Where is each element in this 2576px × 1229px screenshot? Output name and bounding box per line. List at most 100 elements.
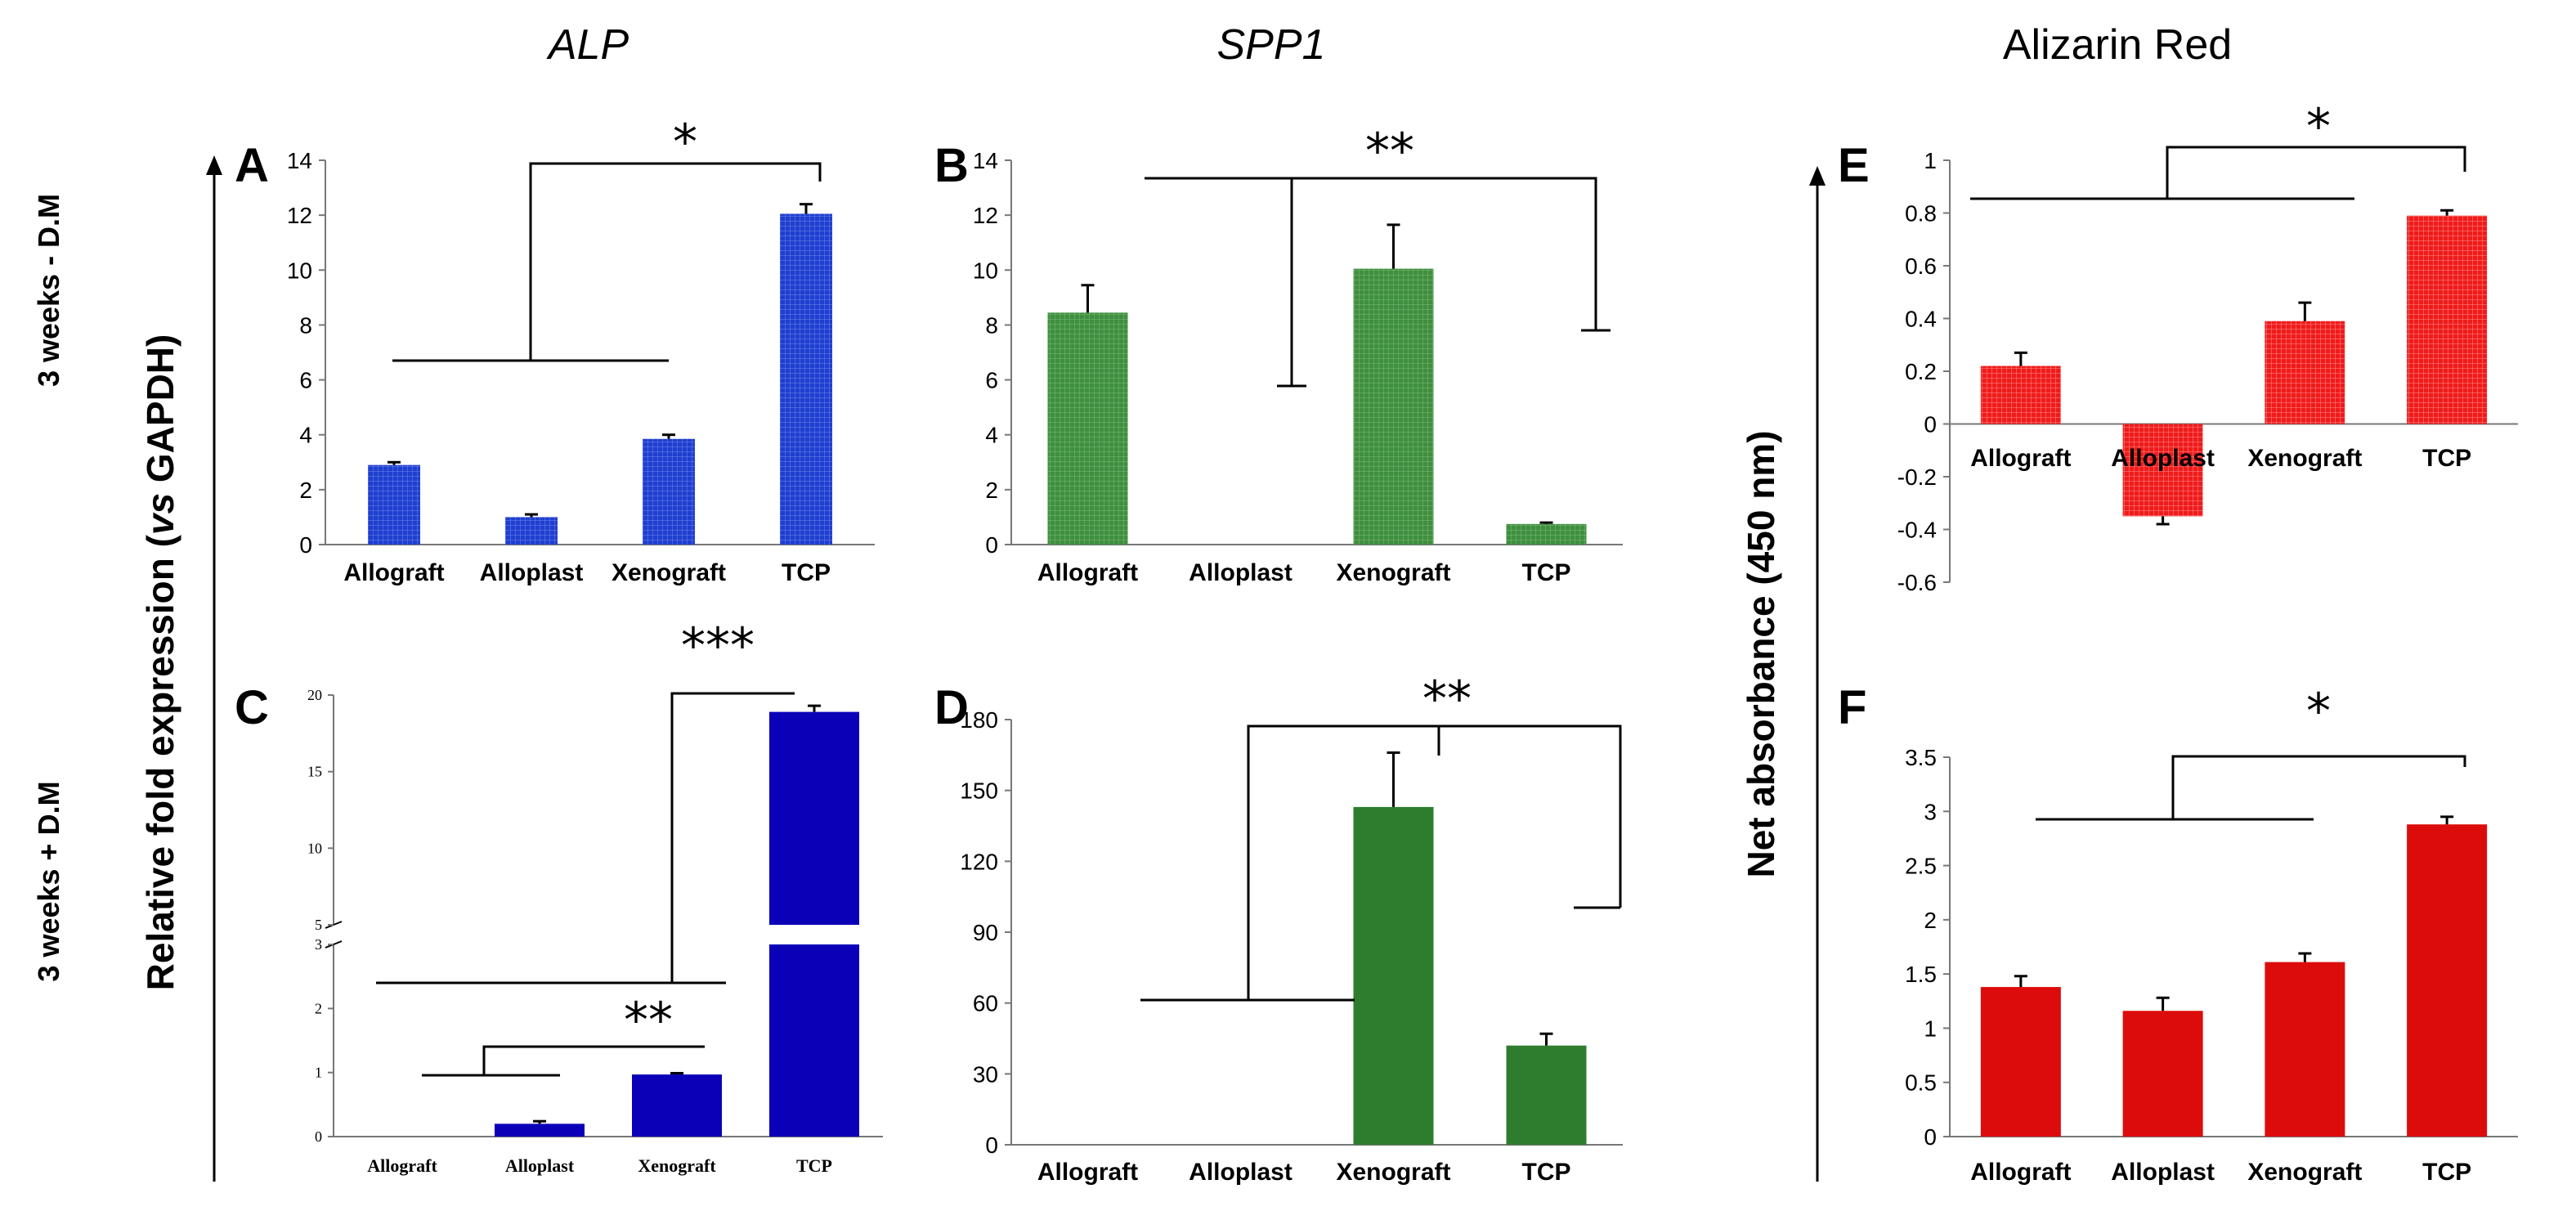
category-label-alloplast: Alloplast <box>480 559 584 586</box>
category-label-xenograft: Xenograft <box>2247 445 2362 472</box>
significance-label: * <box>2306 683 2331 740</box>
category-label-alloplast: Alloplast <box>505 1155 575 1176</box>
panel-letter-e: E <box>1838 139 1870 192</box>
significance-label: * <box>673 114 697 171</box>
row-label-plus-dm: 3 weeks + D.M <box>32 781 65 981</box>
category-label-alloplast: Alloplast <box>1189 1159 1292 1186</box>
y-tick-label: 4 <box>985 423 998 448</box>
significance-label: *** <box>681 617 755 675</box>
category-label-alloplast: Alloplast <box>1189 559 1292 586</box>
y-tick-label: 15 <box>307 764 322 780</box>
category-label-alloplast: Alloplast <box>2111 445 2215 472</box>
panel-letter-d: D <box>934 681 969 734</box>
significance-bracket <box>1140 724 1622 1002</box>
category-label-xenograft: Xenograft <box>2247 1159 2362 1186</box>
panel-letter-a: A <box>235 139 269 192</box>
bar-xenograft <box>1353 268 1434 545</box>
bar-alloplast <box>505 517 558 545</box>
y-tick-label: 0 <box>985 1133 998 1158</box>
y-tick-label: 2 <box>299 478 312 503</box>
y-tick-label: 150 <box>960 778 998 804</box>
y-tick-label: 8 <box>299 312 312 338</box>
y-tick-label: 6 <box>985 368 998 393</box>
significance-label: ** <box>1422 671 1472 728</box>
bar-allograft <box>1047 312 1128 545</box>
y-tick-label: 6 <box>299 368 312 393</box>
category-label-xenograft: Xenograft <box>1336 559 1450 586</box>
significance-bracket-xenograft <box>422 1045 705 1077</box>
fold-expression-vs: vs <box>139 493 181 535</box>
y-tick-label: 14 <box>973 148 998 173</box>
y-tick-label: 3 <box>1924 799 1937 824</box>
category-label-xenograft: Xenograft <box>638 1155 716 1176</box>
y-tick-label: 2 <box>315 1000 322 1016</box>
bar-xenograft <box>643 438 695 545</box>
y-tick-label: 0.2 <box>1905 359 1937 384</box>
title-spp1: SPP1 <box>1217 21 1326 69</box>
significance-bracket <box>1970 146 2466 200</box>
panel-a-chart: 0 2 4 6 8 10 12 14 Allograft Alloplast Xenograft TC… <box>287 114 875 586</box>
panel-letter-f: F <box>1838 681 1866 734</box>
bar-allograft <box>1980 366 2061 424</box>
y-tick-label: -0.2 <box>1897 464 1937 490</box>
panel-d-chart: 0 30 60 90 120 150 180 Allograft Alloplast Xenogr… <box>960 671 1623 1186</box>
significance-label: * <box>2306 98 2331 155</box>
y-tick-label: 0.8 <box>1905 201 1937 227</box>
category-label-tcp: TCP <box>1522 1159 1571 1186</box>
y-tick-label: 0 <box>985 532 998 558</box>
significance-bracket <box>2036 755 2466 821</box>
bar-tcp <box>2407 824 2488 1137</box>
y-tick-label: 3.5 <box>1905 745 1937 770</box>
y-tick-label: 10 <box>287 258 312 283</box>
category-label-allograft: Allograft <box>1970 445 2071 472</box>
bar-xenograft <box>2265 962 2345 1137</box>
category-label-allograft: Allograft <box>1037 1159 1138 1186</box>
y-tick-label: 2.5 <box>1905 854 1937 879</box>
y-tick-label: 10 <box>307 840 322 856</box>
y-tick-label: 12 <box>973 203 998 228</box>
title-alp: ALP <box>546 21 629 69</box>
y-tick-label: 0 <box>315 1128 322 1145</box>
category-label-xenograft: Xenograft <box>612 559 726 586</box>
category-label-allograft: Allograft <box>1037 559 1138 586</box>
y-tick-label: 3 <box>315 936 322 953</box>
panel-b-chart: 0 2 4 6 8 10 12 14 Allograft Alloplast Xenograft TC… <box>973 123 1623 586</box>
bar-tcp-upper <box>769 711 859 925</box>
significance-bracket <box>1145 177 1611 388</box>
bar-tcp-lower <box>769 944 859 1137</box>
y-tick-label: 120 <box>960 849 998 874</box>
y-tick-label: 4 <box>299 423 312 448</box>
panel-e-chart: -0.6 -0.4 -0.2 0 0.2 0.4 0.6 0.8 1 Allograft Allop… <box>1897 98 2518 595</box>
bar-tcp <box>780 213 832 545</box>
y-tick-label: 60 <box>973 991 998 1016</box>
panel-c-chart: 0 1 2 3 5 10 15 20 Allograft Alloplast Xenograft TC… <box>307 617 883 1176</box>
bar-alloplast <box>495 1124 585 1137</box>
y-tick-label: 180 <box>960 707 998 733</box>
panel-f-chart: 0 0.5 1 1.5 2 2.5 3 3.5 Allograft Alloplast Xenogr… <box>1905 683 2518 1186</box>
bar-xenograft <box>1353 806 1434 1145</box>
y-tick-label: 30 <box>973 1061 998 1087</box>
category-label-xenograft: Xenograft <box>1336 1159 1450 1186</box>
significance-label: ** <box>624 992 673 1049</box>
category-label-allograft: Allograft <box>343 559 444 586</box>
y-tick-label: 1 <box>1924 148 1937 173</box>
significance-bracket <box>392 162 822 362</box>
y-tick-label: 0 <box>1924 412 1937 437</box>
y-tick-label: 14 <box>287 148 312 173</box>
y-tick-label: 0.4 <box>1905 307 1937 332</box>
y-tick-label: 1 <box>1924 1016 1937 1041</box>
y-tick-label: 0 <box>1924 1124 1937 1150</box>
bar-xenograft <box>632 1074 722 1137</box>
bar-tcp <box>1506 1045 1587 1145</box>
y-tick-label: 0 <box>299 532 312 558</box>
y-tick-label: 20 <box>307 687 322 703</box>
category-label-alloplast: Alloplast <box>2111 1159 2215 1186</box>
y-tick-label: -0.4 <box>1897 518 1937 543</box>
absorbance-label: Net absorbance (450 nm) <box>1740 430 1782 877</box>
row-label-minus-dm: 3 weeks - D.M <box>32 194 65 387</box>
y-tick-label: 2 <box>985 478 998 503</box>
y-tick-label: -0.6 <box>1897 570 1937 595</box>
category-label-tcp: TCP <box>796 1155 832 1176</box>
y-tick-label: 8 <box>985 312 998 338</box>
